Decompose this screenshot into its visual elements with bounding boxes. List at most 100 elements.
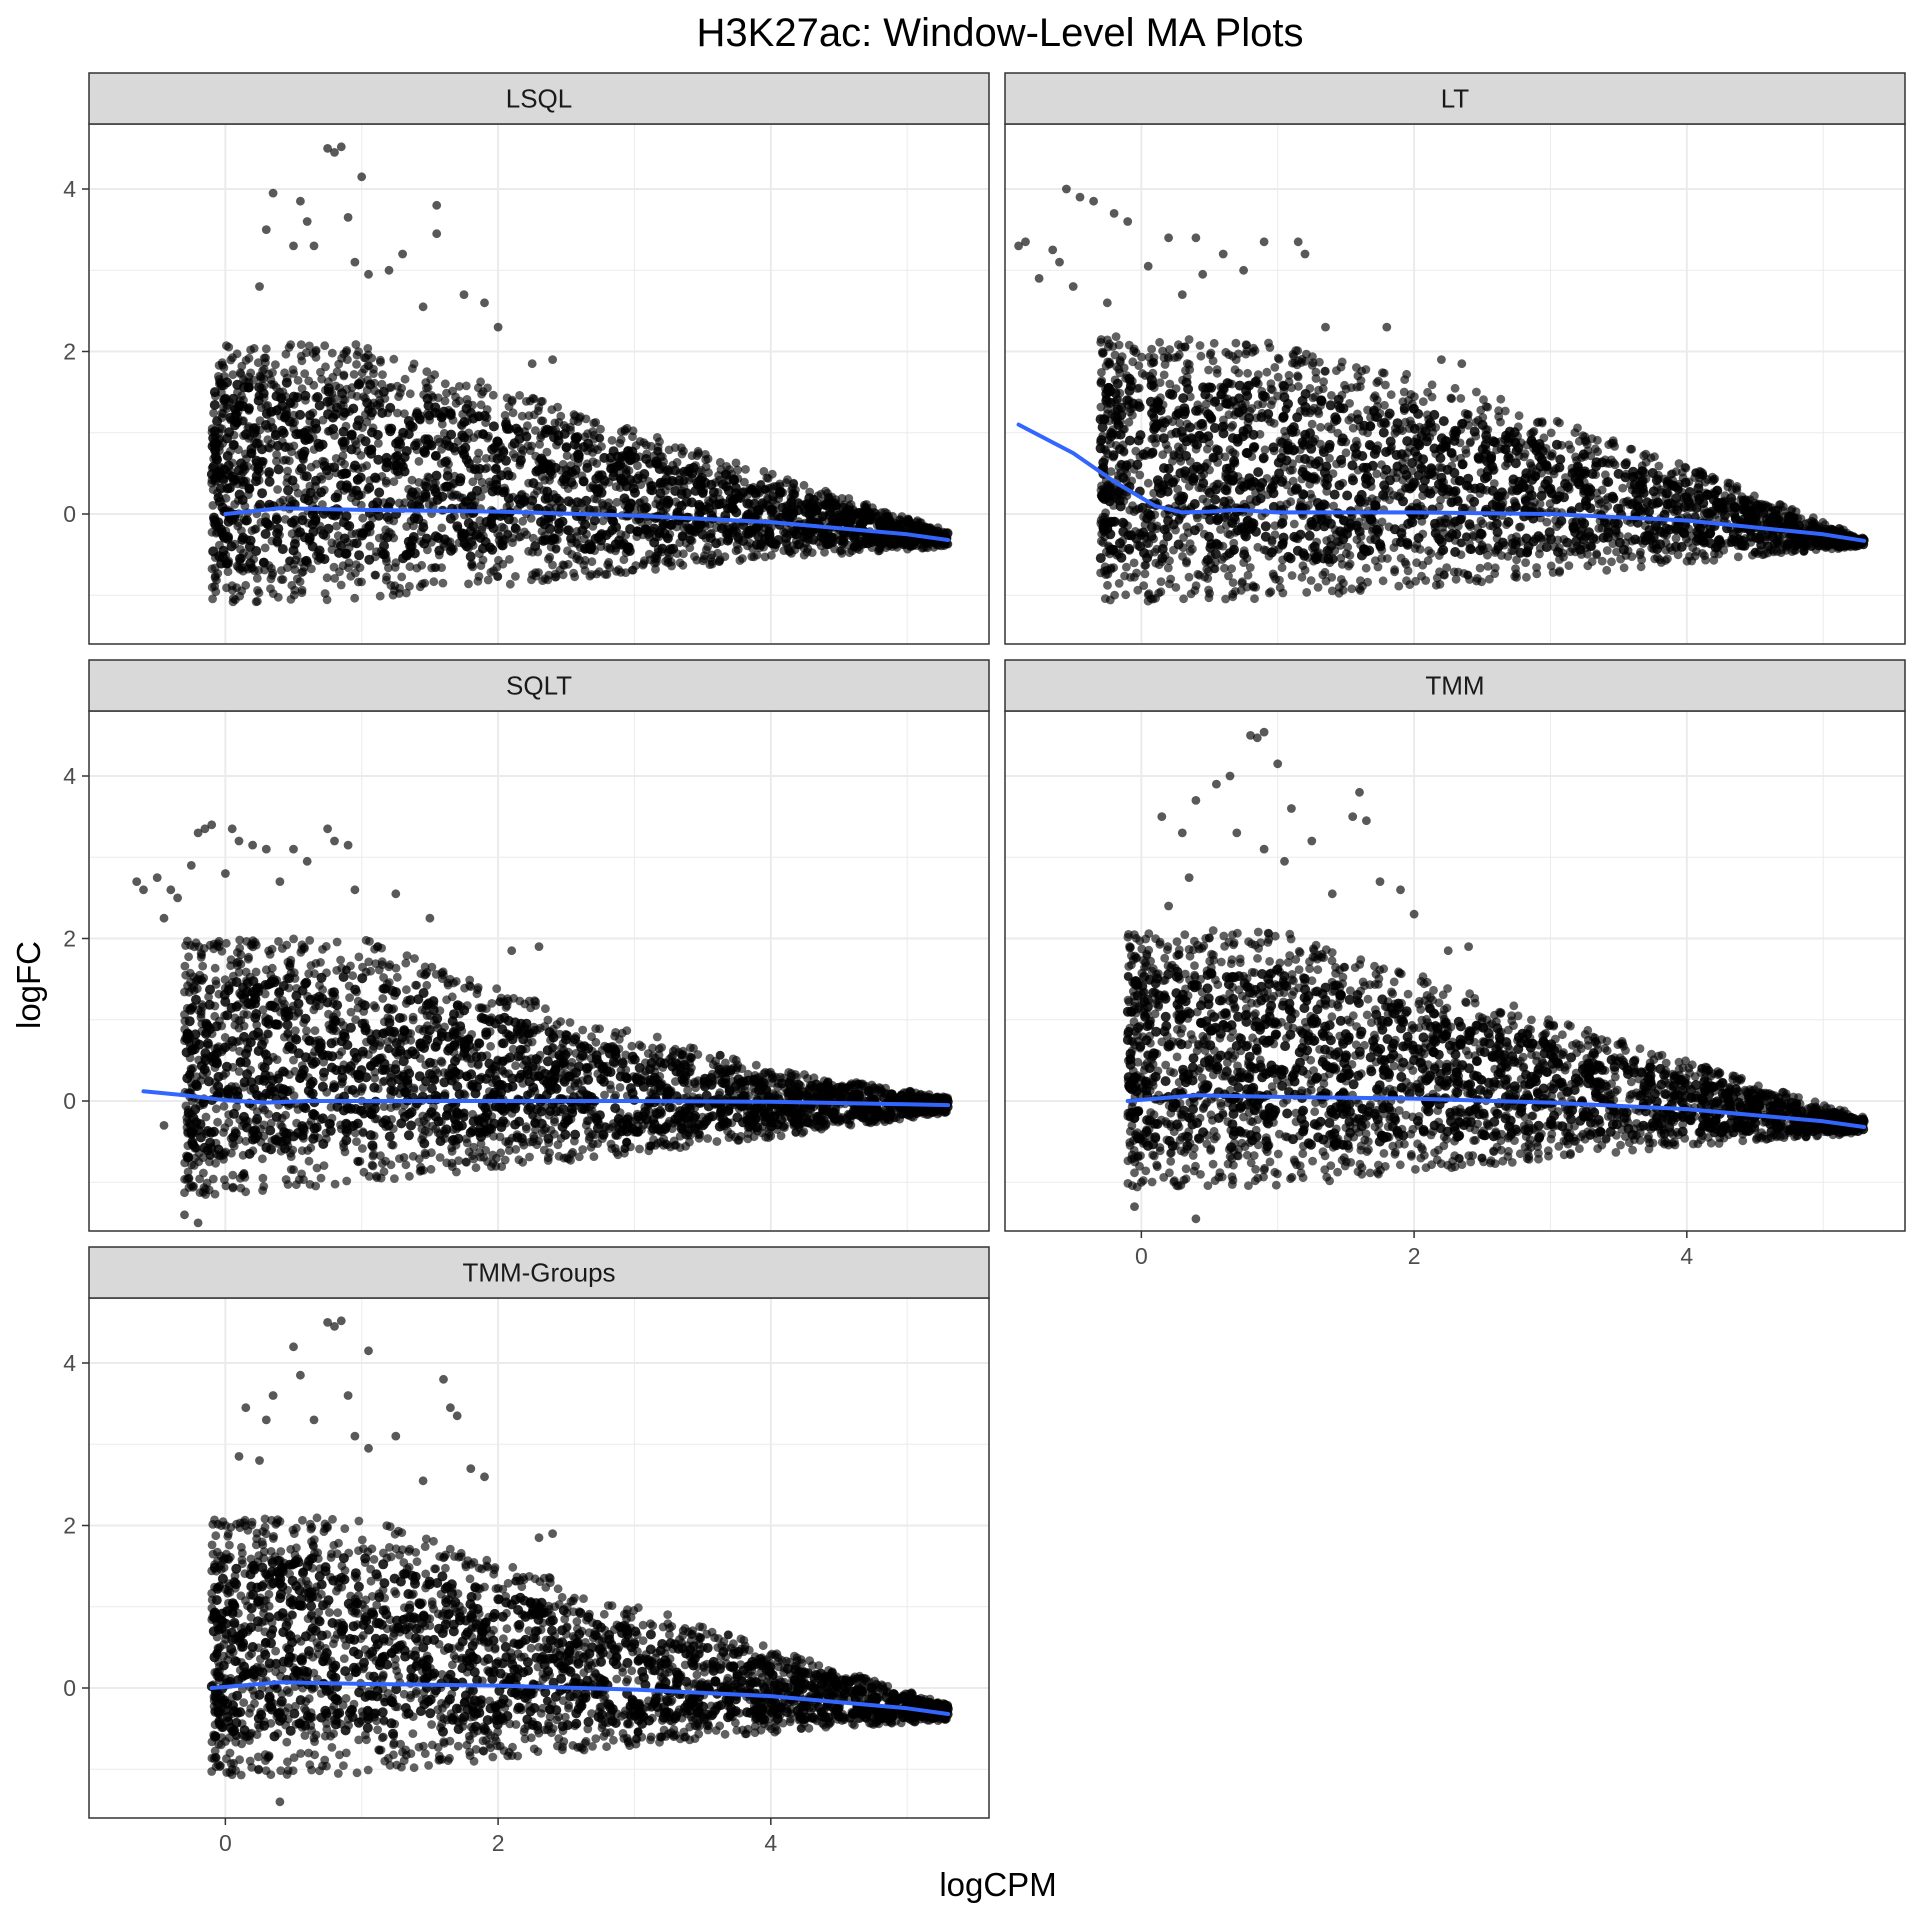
data-point [695,480,706,491]
data-point [670,465,680,476]
data-point [696,472,707,483]
data-point [1381,380,1390,390]
data-point [598,500,608,510]
data-point [1147,344,1156,354]
data-point [442,481,453,492]
data-point [234,401,244,412]
data-point [250,525,260,534]
data-point [515,455,526,466]
data-point [1548,568,1558,577]
data-point [1316,422,1325,432]
data-point [474,463,485,474]
data-point [1468,530,1478,540]
data-point [309,380,319,390]
data-point [1597,556,1607,566]
data-point [1461,445,1471,455]
panel-points [206,142,953,607]
data-point [403,416,414,426]
data-point [1416,430,1427,441]
data-point [1644,506,1655,517]
data-point [377,408,388,418]
data-point [1158,433,1169,444]
data-point [542,447,552,457]
outlier-point [261,225,271,235]
data-point [1338,515,1349,526]
data-point [1276,476,1287,487]
data-point [786,497,797,508]
data-point [527,575,536,585]
data-point [705,533,716,543]
data-point [378,370,387,379]
data-point [426,440,437,451]
data-point [1492,445,1501,455]
data-point [1124,417,1134,427]
data-point [808,502,819,513]
data-point [305,341,314,351]
data-point [697,529,708,540]
data-point [330,492,341,503]
data-point [1337,560,1347,569]
data-point [1228,351,1238,361]
data-point [826,533,837,544]
data-point [1179,409,1190,420]
data-point [375,355,385,365]
data-point [1361,563,1371,573]
data-point [418,522,429,533]
data-point [222,483,233,494]
data-point [1327,573,1337,582]
data-point [688,462,699,473]
data-point [606,505,617,516]
data-point [883,521,894,532]
data-point [1300,454,1310,464]
outlier-point [330,148,339,157]
data-point [431,470,442,481]
data-point [311,423,322,434]
data-point [1313,583,1323,592]
data-point [1479,395,1488,405]
data-point [1287,383,1296,393]
data-point [1476,516,1486,526]
data-point [1146,522,1157,533]
data-point [1532,569,1542,579]
data-point [1608,493,1619,504]
data-point [1140,561,1150,570]
data-point [1401,470,1412,480]
data-point [284,343,294,352]
data-point [1228,578,1238,587]
data-point [622,542,633,553]
data-point [559,428,570,439]
data-point [799,480,809,490]
data-point [1260,445,1270,455]
data-point [207,527,217,537]
data-point [463,518,474,529]
data-point [1329,501,1338,511]
data-point [271,514,282,525]
data-point [255,499,265,510]
data-point [1151,438,1160,448]
data-point [551,493,562,504]
data-point [627,446,638,457]
data-point [285,456,294,466]
data-point [694,449,703,458]
data-point [1212,368,1222,378]
data-point [572,497,583,508]
data-point [297,588,307,598]
data-point [534,568,543,577]
data-point [1679,492,1690,503]
data-point [1143,590,1153,600]
data-point [502,393,512,403]
data-point [1355,584,1364,594]
data-point [467,559,477,569]
data-point [430,450,441,461]
data-point [386,423,397,434]
data-point [230,500,240,509]
data-point [241,515,252,526]
data-point [619,493,630,504]
data-point [1662,479,1673,489]
data-point [476,377,485,387]
data-point [339,533,350,544]
data-point [297,384,307,393]
data-point [415,582,425,592]
data-point [1138,527,1149,538]
